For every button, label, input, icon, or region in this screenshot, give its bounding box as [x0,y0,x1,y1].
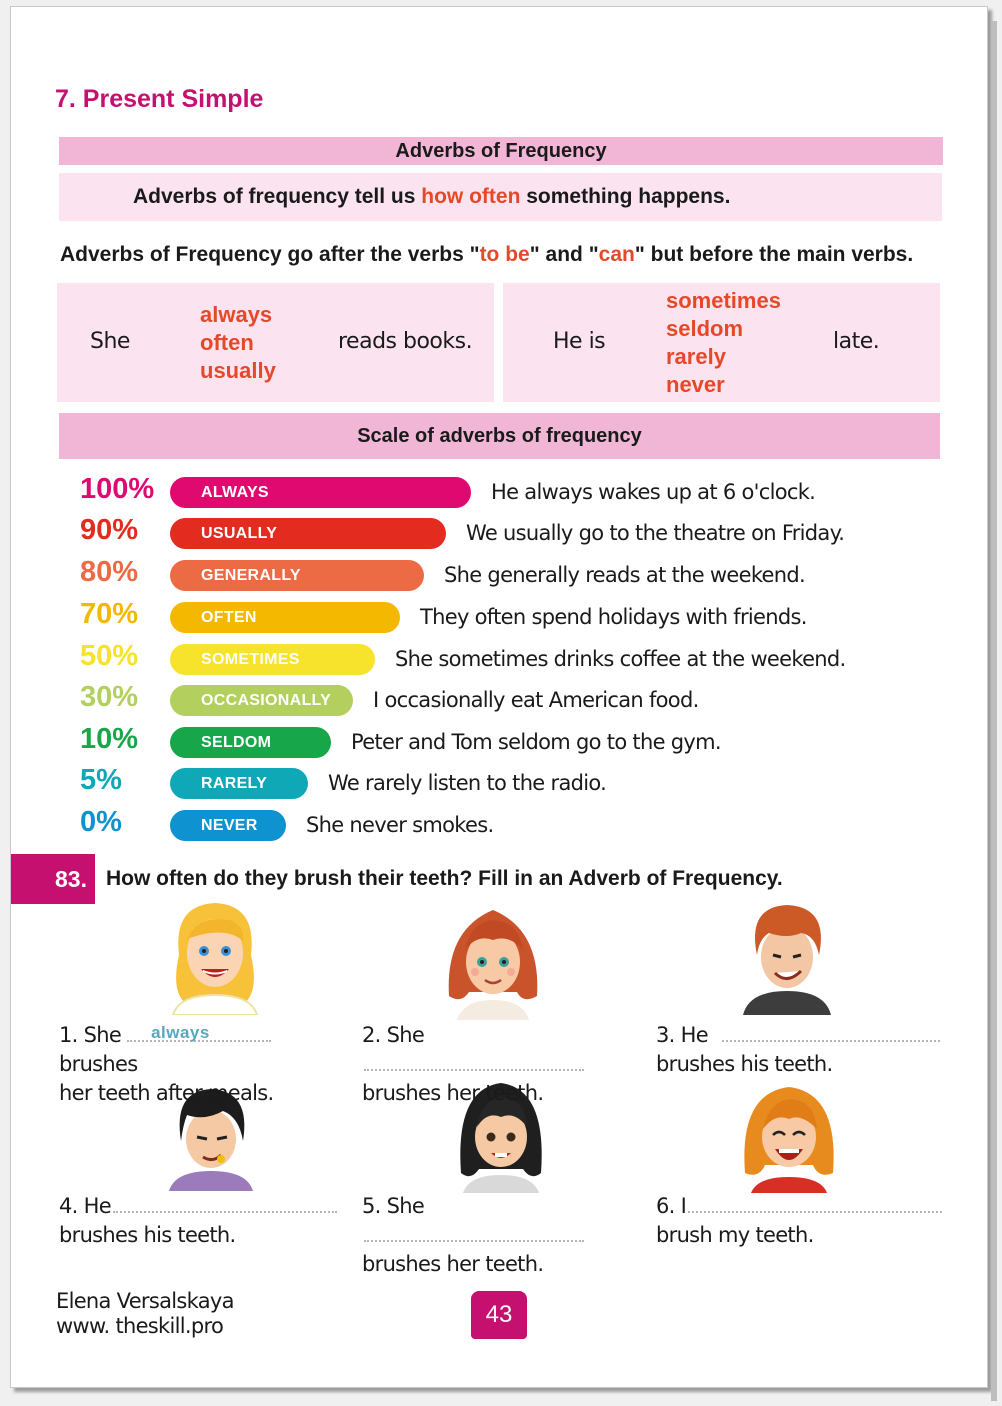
girl-blonde-smiling-icon [171,903,259,1015]
footer-author: Elena Versalskaya [56,1289,235,1313]
scale-example-sentence: We usually go to the theatre on Friday. [466,521,845,545]
rule-text: Adverbs of Frequency go after the verbs … [60,243,913,267]
exercise-item-3: 3. He brushes his teeth. [656,1021,946,1079]
item-4-lead: 4. He [59,1194,112,1218]
item-5-line2: brushes her teeth. [362,1252,544,1276]
adverb-always: always [200,302,273,327]
adverb-rarely: rarely [666,344,726,369]
adverb-seldom: seldom [666,316,744,341]
item-2-lead: 2. She [362,1023,425,1047]
scale-adverb-bar: SOMETIMES [170,644,375,675]
girl-redhead-icon [448,910,538,1020]
girl-dark-hair-icon [460,1083,542,1193]
scale-percent: 80% [80,556,139,588]
item-1-lead: 1. She [59,1023,122,1047]
example-left-subject: She [90,329,130,354]
exercise-number: 83. [11,854,95,904]
scale-percent: 0% [80,806,122,838]
worksheet-page: 7. Present Simple Adverbs of Frequency A… [10,6,997,1401]
definition-before: Adverbs of frequency tell us [133,185,422,208]
item-5-lead: 5. She [362,1194,425,1218]
scale-percent: 30% [80,681,139,713]
scale-adverb-bar: GENERALLY [170,560,424,591]
scale-example-sentence: She generally reads at the weekend. [444,563,806,587]
rule-part3: " but before the main verbs. [634,243,914,266]
scale-example-sentence: I occasionally eat American food. [373,688,699,712]
example-left-adverbs: always often usually [200,301,276,385]
scale-adverb-bar: RARELY [170,768,308,799]
scale-adverb-bar: OFTEN [170,602,400,633]
item-6-lead: 6. I [656,1194,687,1218]
scale-example-sentence: We rarely listen to the radio. [328,771,607,795]
item-5-blank[interactable] [364,1224,584,1242]
scale-percent: 5% [80,764,122,796]
item-4-blank[interactable] [112,1195,337,1213]
scale-adverb-bar: OCCASIONALLY [170,685,353,716]
item-6-line2: brush my teeth. [656,1223,814,1247]
lesson-title: 7. Present Simple [55,85,264,113]
exercise-item-5: 5. She brushes her teeth. [362,1192,642,1279]
scale-percent: 10% [80,723,139,755]
scale-percent: 50% [80,640,139,672]
item-3-line2: brushes his teeth. [656,1052,833,1076]
definition-highlight: how often [421,185,521,208]
definition-text: Adverbs of frequency tell us how often s… [133,185,730,209]
item-3-lead: 3. He [656,1023,709,1047]
footer-credits: Elena Versalskaya www. theskill.pro [56,1289,235,1339]
scale-adverb-bar: SELDOM [170,727,331,758]
scale-percent: 90% [80,514,139,546]
exercise-instruction: How often do they brush their teeth? Fil… [106,867,783,890]
example-left-ending: reads books. [338,329,473,354]
exercise-item-1-line1: 1. She always brushes [59,1021,329,1079]
item-3-blank[interactable] [721,1024,940,1042]
exercise-item-4: 4. He brushes his teeth. [59,1192,349,1250]
scale-example-sentence: She never smokes. [306,813,494,837]
scale-example-sentence: He always wakes up at 6 o'clock. [491,480,816,504]
item-1-blank[interactable]: always [127,1023,272,1042]
example-box-right: He is sometimes seldom rarely never late… [503,283,940,402]
rule-verb1: to be [479,243,530,266]
item-2-line2: brushes her teeth. [362,1081,544,1105]
scale-example-sentence: Peter and Tom seldom go to the gym. [351,730,722,754]
rule-verb2: can [598,243,635,266]
exercise-item-6: 6. I brush my teeth. [656,1192,946,1250]
scale-adverb-bar: USUALLY [170,518,446,549]
item-2-blank[interactable] [364,1053,584,1071]
example-right-subject: He is [553,329,606,354]
example-right-adverbs: sometimes seldom rarely never [666,287,781,399]
adverb-usually: usually [200,358,276,383]
example-box-left: She always often usually reads books. [57,283,494,402]
scale-example-sentence: They often spend holidays with friends. [420,605,807,629]
adverb-never: never [666,372,725,397]
item-6-blank[interactable] [688,1195,943,1213]
item-1-answer: always [151,1023,210,1042]
adverb-sometimes: sometimes [666,288,781,313]
scale-percent: 100% [80,473,155,505]
scale-title: Scale of adverbs of frequency [59,413,940,459]
scale-percent: 70% [80,598,139,630]
rule-part2: " and " [529,243,599,266]
boy-dark-hair-icon [169,1089,253,1191]
item-1-after-blank: brushes [59,1052,138,1076]
exercise-item-2: 2. She brushes her teeth. [362,1021,642,1108]
definition-after: something happens. [520,185,731,208]
footer-website[interactable]: www. theskill.pro [56,1314,224,1338]
item-4-line2: brushes his teeth. [59,1223,236,1247]
scale-example-sentence: She sometimes drinks coffee at the weeke… [395,647,846,671]
definition-box: Adverbs of frequency tell us how often s… [59,173,942,221]
exercise-item-1: 1. She always brushes her teeth after mea… [59,1021,329,1108]
page-number: 43 [471,1291,527,1339]
scale-adverb-bar: ALWAYS [170,477,471,508]
item-1-line2: her teeth after meals. [59,1081,274,1105]
girl-laughing-icon [744,1087,834,1193]
boy-redhead-icon [743,905,831,1015]
scale-adverb-bar: NEVER [170,810,286,841]
example-right-ending: late. [833,329,880,354]
adverb-often: often [200,330,254,355]
rule-part1: Adverbs of Frequency go after the verbs … [60,243,480,266]
section-title: Adverbs of Frequency [59,137,943,165]
